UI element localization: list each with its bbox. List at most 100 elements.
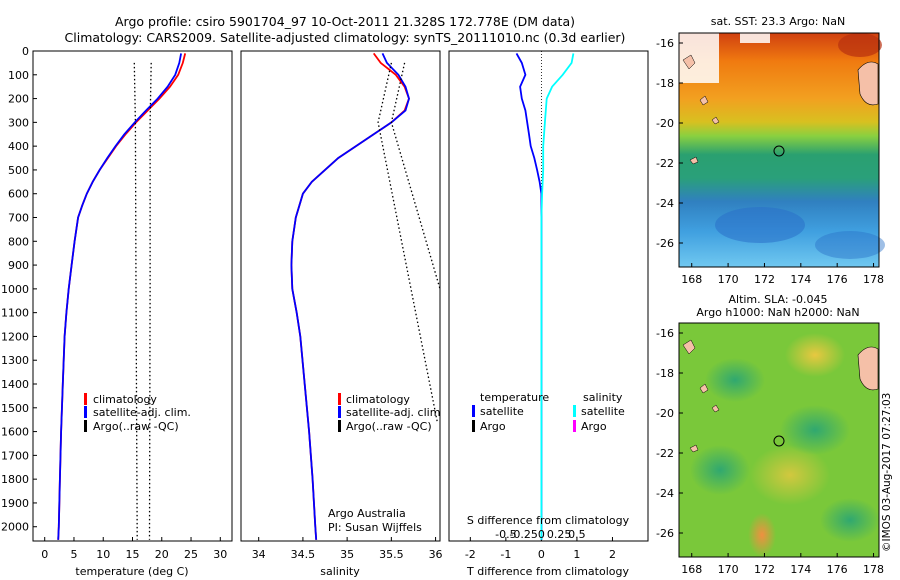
lat-tick-label: -22 (656, 447, 674, 460)
x-tick-label: 2 (609, 548, 616, 561)
lon-tick-label: 176 (827, 273, 848, 286)
difference-axes-frame (448, 50, 649, 542)
lat-tick-label: -16 (656, 327, 674, 340)
x-tick-label: 25 (184, 548, 198, 561)
legend-temp-argo-swatch (472, 420, 475, 432)
depth-tick-label: 300 (8, 116, 29, 129)
depth-tick-label: 1600 (1, 426, 29, 439)
credit-pi-name: PI: Susan Wijffels (328, 521, 422, 534)
depth-tick-label: 100 (8, 69, 29, 82)
sla-low-patch (690, 445, 750, 495)
series-line-argo-raw-qc-a (377, 62, 438, 423)
depth-tick-label: 1500 (1, 402, 29, 415)
x-tick-label: 34 (252, 548, 266, 561)
depth-tick-label: 1700 (1, 449, 29, 462)
legend-climatology-swatch (338, 393, 341, 405)
lat-tick-label: -24 (656, 487, 674, 500)
lon-tick-label: 170 (718, 563, 739, 576)
lat-tick-label: -18 (656, 367, 674, 380)
series-line-temperature-satellite (515, 52, 543, 540)
x-tick-label: 35.5 (379, 548, 404, 561)
lon-tick-label: 168 (681, 273, 702, 286)
depth-tick-label: 1900 (1, 497, 29, 510)
sst-warm-patch (838, 33, 882, 57)
depth-tick-label: 1000 (1, 283, 29, 296)
lat-tick-label: -26 (656, 237, 674, 250)
sst-map: -16 -18 -20 -22 -24 -26 168 170 172 174 176 178 (656, 32, 885, 286)
legend-argo-label: Argo(..raw -QC) (93, 420, 179, 433)
x-tick-label: 30 (213, 548, 227, 561)
sst-map-title: sat. SST: 23.3 Argo: NaN (710, 15, 846, 28)
s-tick-label: 0.25 (547, 528, 572, 541)
depth-tick-label: 600 (8, 188, 29, 201)
legend-satellite-label: satellite-adj. clim (346, 406, 440, 419)
lat-tick-label: -22 (656, 157, 674, 170)
legend-temperature-title: temperature (480, 391, 549, 404)
sla-map-frame (678, 322, 880, 558)
depth-tick-label: 2000 (1, 521, 29, 534)
x-tick-label: 5 (70, 548, 77, 561)
s-tick-label: -0.5 (495, 528, 516, 541)
x-tick-label: 0 (41, 548, 48, 561)
lon-tick-label: 178 (863, 273, 884, 286)
lat-tick-label: -26 (656, 527, 674, 540)
sla-high-patch (748, 513, 776, 557)
depth-tick-label: 800 (8, 235, 29, 248)
figure-title-line2: Climatology: CARS2009. Satellite-adjuste… (64, 30, 626, 45)
sst-cloud-mask (679, 33, 719, 83)
x-tick-label: 0 (538, 548, 545, 561)
lat-tick-label: -24 (656, 197, 674, 210)
land-vanuatu (682, 339, 720, 453)
lon-tick-label: 170 (718, 273, 739, 286)
sla-map: -16 -18 -20 -22 -24 -26 168 170 172 174 176 178 (656, 322, 884, 576)
sst-map-frame (678, 32, 880, 268)
depth-tick-label: 1300 (1, 354, 29, 367)
s-tick-label: 0 (538, 528, 545, 541)
legend-sal-satellite-swatch (573, 405, 576, 417)
legend-sal-satellite-label: satellite (581, 405, 625, 418)
x-tick-label: 34.5 (291, 548, 316, 561)
argo-location-marker (773, 435, 785, 447)
x-tick-label: 36 (429, 548, 443, 561)
credit-argo-australia: Argo Australia (328, 507, 406, 520)
s-tick-label: -0.25 (509, 528, 537, 541)
depth-tick-label: 1100 (1, 307, 29, 320)
s-difference-title: S difference from climatology (467, 514, 630, 527)
lon-tick-label: 176 (827, 563, 848, 576)
lon-tick-label: 178 (863, 563, 884, 576)
x-tick-label: -2 (465, 548, 476, 561)
legend-temp-satellite-label: satellite (480, 405, 524, 418)
x-tick-label: 15 (126, 548, 140, 561)
lon-tick-label: 174 (790, 563, 811, 576)
sst-cool-patch (715, 207, 805, 243)
depth-tick-label: 1400 (1, 378, 29, 391)
series-line-satellite-adj-clim- (57, 53, 182, 540)
lon-tick-label: 172 (754, 273, 775, 286)
temperature-xlabel: temperature (deg C) (75, 565, 188, 578)
x-tick-label: 10 (96, 548, 110, 561)
sst-cool-patch (815, 231, 885, 259)
legend-satellite-swatch (338, 406, 341, 418)
depth-tick-label: 700 (8, 212, 29, 225)
depth-tick-label: 400 (8, 140, 29, 153)
difference-legend: temperature satellite Argo salinity sate… (472, 391, 625, 433)
sla-low-patch (705, 358, 765, 402)
figure-title-line1: Argo profile: csiro 5901704_97 10-Oct-20… (114, 14, 575, 29)
sla-high-patch (785, 333, 845, 377)
sla-map-title-line1: Altim. SLA: -0.045 (728, 293, 828, 306)
sla-high-patch (750, 445, 830, 505)
series-line-salinity-satellite (540, 53, 575, 540)
x-tick-label: -1 (500, 548, 511, 561)
legend-climatology-swatch (84, 393, 87, 405)
legend-salinity-title: salinity (583, 391, 623, 404)
legend-temp-argo-label: Argo (480, 420, 506, 433)
lat-tick-label: -20 (656, 407, 674, 420)
legend-sal-argo-swatch (573, 420, 576, 432)
lon-tick-label: 168 (681, 563, 702, 576)
land-new-caledonia (857, 61, 879, 106)
legend-satellite-swatch (84, 406, 87, 418)
salinity-axes-frame (240, 50, 441, 542)
lat-tick-label: -20 (656, 117, 674, 130)
legend-argo-swatch (338, 420, 341, 432)
